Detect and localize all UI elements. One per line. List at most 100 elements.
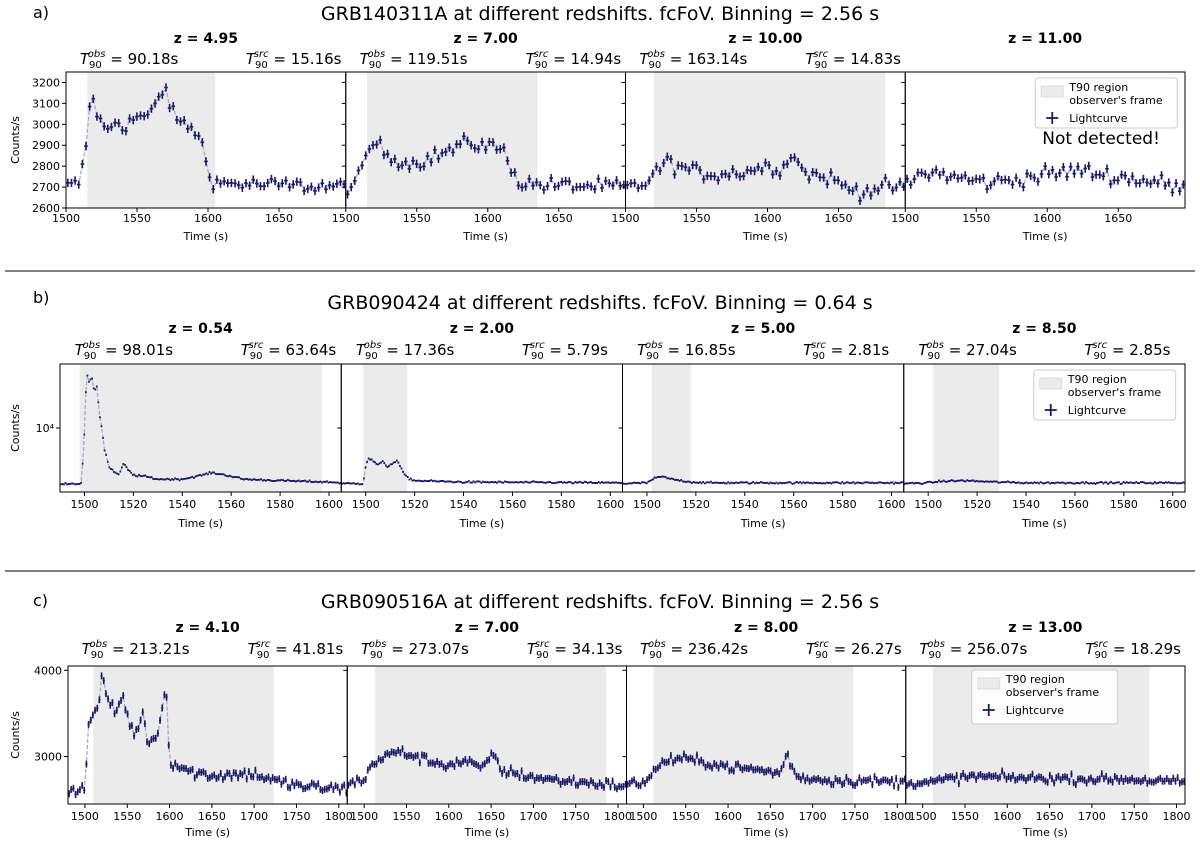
lightcurve-point bbox=[430, 479, 433, 482]
lightcurve-point bbox=[836, 777, 839, 785]
lightcurve-point bbox=[686, 480, 689, 483]
lightcurve-point bbox=[631, 482, 634, 485]
x-tick-label: 1550 bbox=[123, 212, 151, 225]
lightcurve-point bbox=[464, 756, 467, 764]
lightcurve-point bbox=[941, 480, 943, 483]
lightcurve-point bbox=[263, 479, 266, 481]
lightcurve-point bbox=[102, 122, 106, 131]
lightcurve-point bbox=[161, 704, 164, 712]
lightcurve-point bbox=[924, 481, 926, 484]
lightcurve-point bbox=[1126, 777, 1129, 785]
lightcurve-point bbox=[678, 479, 681, 482]
lightcurve-point bbox=[191, 765, 194, 773]
lightcurve-point bbox=[649, 479, 651, 482]
lightcurve-point bbox=[771, 482, 773, 485]
lightcurve-points bbox=[68, 672, 348, 799]
lightcurve-point bbox=[636, 481, 639, 484]
lightcurve-point bbox=[734, 170, 739, 179]
lightcurve-point bbox=[208, 774, 211, 782]
lightcurve-point bbox=[1050, 481, 1053, 484]
lightcurve-point bbox=[527, 481, 530, 484]
lightcurve-point bbox=[182, 764, 185, 772]
lightcurve-point bbox=[838, 777, 841, 784]
lightcurve-points bbox=[905, 767, 1186, 791]
lightcurve-point bbox=[530, 481, 533, 483]
lightcurve-point bbox=[1027, 774, 1030, 782]
lightcurve-point bbox=[1160, 481, 1163, 484]
lightcurve-point bbox=[457, 759, 460, 767]
lightcurve-point bbox=[625, 482, 628, 485]
lightcurve-point bbox=[1124, 482, 1127, 484]
lightcurve-point bbox=[364, 776, 367, 783]
lightcurve-point bbox=[585, 481, 588, 484]
lightcurve-point bbox=[88, 380, 90, 383]
lightcurve-point bbox=[968, 772, 971, 780]
lightcurve-point bbox=[477, 762, 480, 770]
lightcurve-point bbox=[268, 479, 270, 481]
panel-t90-obs: T90obs = 213.21s bbox=[82, 639, 190, 661]
lightcurve-point bbox=[844, 481, 847, 484]
lightcurve-point bbox=[671, 477, 673, 480]
y-tick-label: 3100 bbox=[32, 97, 60, 110]
t90-region bbox=[93, 666, 274, 804]
lightcurve-point bbox=[1100, 770, 1103, 778]
lightcurve-point bbox=[642, 481, 645, 484]
lightcurve-point bbox=[142, 474, 145, 477]
lightcurve-point bbox=[1123, 171, 1128, 180]
lightcurve-point bbox=[208, 471, 211, 473]
lightcurve-point bbox=[746, 481, 748, 484]
lightcurve-point bbox=[397, 461, 400, 464]
lightcurve-point bbox=[1007, 480, 1009, 483]
lightcurve-point bbox=[1093, 482, 1095, 485]
lightcurve-point bbox=[374, 140, 379, 149]
lightcurve-point bbox=[899, 777, 902, 785]
lightcurve-point bbox=[730, 481, 733, 484]
lightcurve-point bbox=[273, 176, 277, 186]
lightcurve-point bbox=[810, 167, 815, 177]
lightcurve-point bbox=[782, 482, 784, 484]
lightcurve-point bbox=[980, 480, 983, 483]
lightcurve-point bbox=[309, 182, 314, 191]
lightcurve-point bbox=[127, 114, 132, 123]
lightcurve-point bbox=[1083, 482, 1086, 485]
lightcurve-point bbox=[981, 173, 986, 182]
lightcurve-point bbox=[1135, 480, 1137, 483]
lightcurve-point bbox=[362, 777, 365, 785]
lightcurve-point bbox=[189, 476, 192, 479]
lightcurve-point bbox=[793, 767, 796, 775]
lightcurve-point bbox=[944, 480, 947, 483]
lightcurve-point bbox=[1057, 772, 1060, 780]
lightcurve-point bbox=[488, 756, 491, 764]
lightcurve-point bbox=[791, 482, 794, 485]
lightcurve-point bbox=[1107, 777, 1110, 785]
lightcurve-point bbox=[544, 481, 547, 484]
lightcurve-point bbox=[230, 475, 233, 478]
lightcurve-point bbox=[951, 773, 954, 781]
lightcurve-point bbox=[641, 777, 644, 785]
lightcurve-point bbox=[433, 479, 436, 482]
lightcurve-point bbox=[401, 745, 404, 753]
lightcurve-point bbox=[988, 480, 990, 483]
lightcurve-point bbox=[166, 477, 169, 480]
lightcurve-point bbox=[543, 481, 545, 484]
lightcurve-point bbox=[106, 695, 110, 703]
lightcurve-point bbox=[95, 385, 98, 388]
lightcurve-point bbox=[697, 758, 701, 766]
lightcurve-point bbox=[1035, 481, 1037, 484]
lightcurve-point bbox=[770, 170, 775, 179]
lightcurve-point bbox=[720, 170, 724, 179]
lightcurve-point bbox=[590, 481, 592, 483]
lightcurve-point bbox=[674, 479, 676, 481]
lightcurve-point bbox=[321, 787, 324, 795]
lightcurve-point bbox=[1096, 481, 1098, 484]
lightcurve-point bbox=[411, 156, 415, 165]
lightcurve-point bbox=[808, 482, 811, 485]
lightcurve-point bbox=[832, 175, 837, 185]
lightcurve-point bbox=[618, 782, 621, 790]
panel-t90-obs: T90obs = 163.14s bbox=[639, 49, 747, 71]
lightcurve-point bbox=[1124, 775, 1127, 783]
lightcurve-point bbox=[200, 769, 203, 776]
lightcurve-point bbox=[106, 460, 109, 463]
